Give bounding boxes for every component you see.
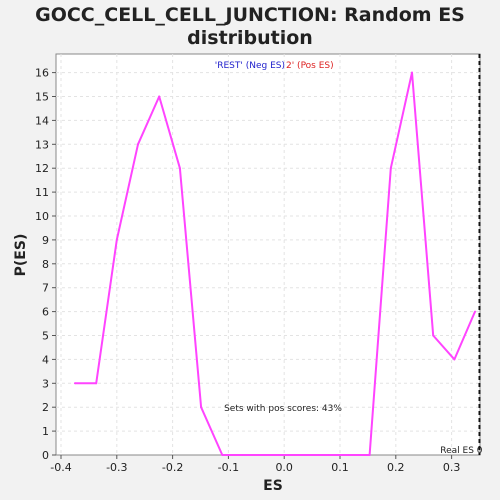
- y-tick-label: 10: [35, 210, 49, 223]
- data-point: [474, 311, 476, 313]
- data-point: [432, 335, 434, 337]
- y-tick-label: 7: [42, 282, 49, 295]
- data-point: [74, 382, 76, 384]
- x-tick-label: -0.2: [162, 461, 183, 474]
- data-point: [411, 72, 413, 74]
- data-point: [390, 167, 392, 169]
- x-tick-label: -0.4: [50, 461, 71, 474]
- data-point: [284, 454, 286, 456]
- y-tick-label: 12: [35, 162, 49, 175]
- y-tick-label: 6: [42, 306, 49, 319]
- y-tick-label: 8: [42, 258, 49, 271]
- data-point: [242, 454, 244, 456]
- y-tick-label: 4: [42, 353, 49, 366]
- data-point: [327, 454, 329, 456]
- x-tick-label: -0.3: [106, 461, 127, 474]
- data-point: [369, 454, 371, 456]
- data-point: [179, 167, 181, 169]
- data-point: [95, 382, 97, 384]
- pos-score-annotation: Sets with pos scores: 43%: [224, 404, 342, 414]
- data-point: [116, 239, 118, 241]
- data-point: [200, 406, 202, 408]
- x-axis-label: ES: [263, 478, 283, 494]
- data-point: [158, 96, 160, 98]
- data-point: [264, 454, 266, 456]
- legend-pos-label: 2' (Pos ES): [286, 61, 334, 71]
- x-tick-label: 0.0: [275, 461, 293, 474]
- x-tick-label: 0.3: [443, 461, 461, 474]
- y-tick-label: 11: [35, 186, 49, 199]
- chart-title-line-1: GOCC_CELL_CELL_JUNCTION: Random ES: [35, 4, 465, 26]
- y-tick-label: 0: [42, 449, 49, 462]
- plot-area: [56, 54, 480, 455]
- data-point: [137, 143, 139, 145]
- data-point: [348, 454, 350, 456]
- y-tick-label: 3: [42, 377, 49, 390]
- y-tick-label: 1: [42, 425, 49, 438]
- y-tick-label: 13: [35, 138, 49, 151]
- data-point: [453, 358, 455, 360]
- legend-neg-label: 'REST' (Neg ES): [215, 61, 285, 71]
- y-tick-label: 2: [42, 401, 49, 414]
- y-tick-label: 9: [42, 234, 49, 247]
- y-axis-label: P(ES): [13, 234, 29, 277]
- data-point: [221, 454, 223, 456]
- data-point: [306, 454, 308, 456]
- x-tick-label: -0.1: [218, 461, 239, 474]
- x-tick-label: 0.2: [387, 461, 405, 474]
- y-tick-label: 15: [35, 91, 49, 104]
- real-es-label: Real ES 0: [440, 446, 483, 456]
- chart-title-line-2: distribution: [187, 27, 313, 49]
- y-tick-label: 5: [42, 330, 49, 343]
- x-tick-label: 0.1: [331, 461, 349, 474]
- y-tick-label: 16: [35, 67, 49, 80]
- y-tick-label: 14: [35, 114, 49, 127]
